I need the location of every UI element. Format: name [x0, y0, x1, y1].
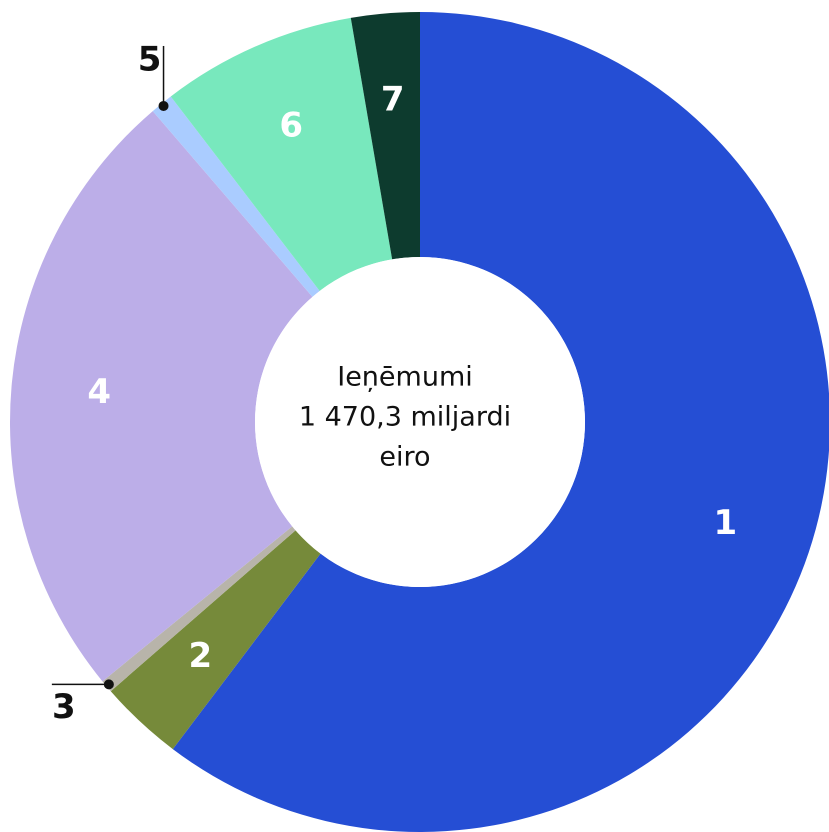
segment-label: 7 — [381, 80, 405, 120]
donut-hole — [255, 257, 585, 587]
donut-segment — [102, 526, 296, 692]
segment-label: 6 — [279, 105, 303, 145]
donut-segment — [170, 17, 393, 291]
donut-segment — [172, 12, 829, 832]
leader-dot — [158, 100, 169, 111]
leader-dot — [103, 679, 114, 690]
center-label: Ieņēmumi — [337, 362, 473, 393]
segment-label: 3 — [52, 687, 76, 727]
donut-segment — [152, 96, 320, 297]
segment-label: 5 — [138, 39, 162, 79]
donut-segment — [350, 12, 420, 260]
donut-segment — [110, 530, 321, 750]
center-label: 1 470,3 miljardi — [299, 402, 511, 433]
segment-label: 1 — [713, 503, 737, 543]
center-label: eiro — [379, 442, 430, 473]
donut-segment — [10, 111, 313, 682]
segment-label: 4 — [87, 372, 111, 412]
segment-label: 2 — [188, 636, 212, 676]
